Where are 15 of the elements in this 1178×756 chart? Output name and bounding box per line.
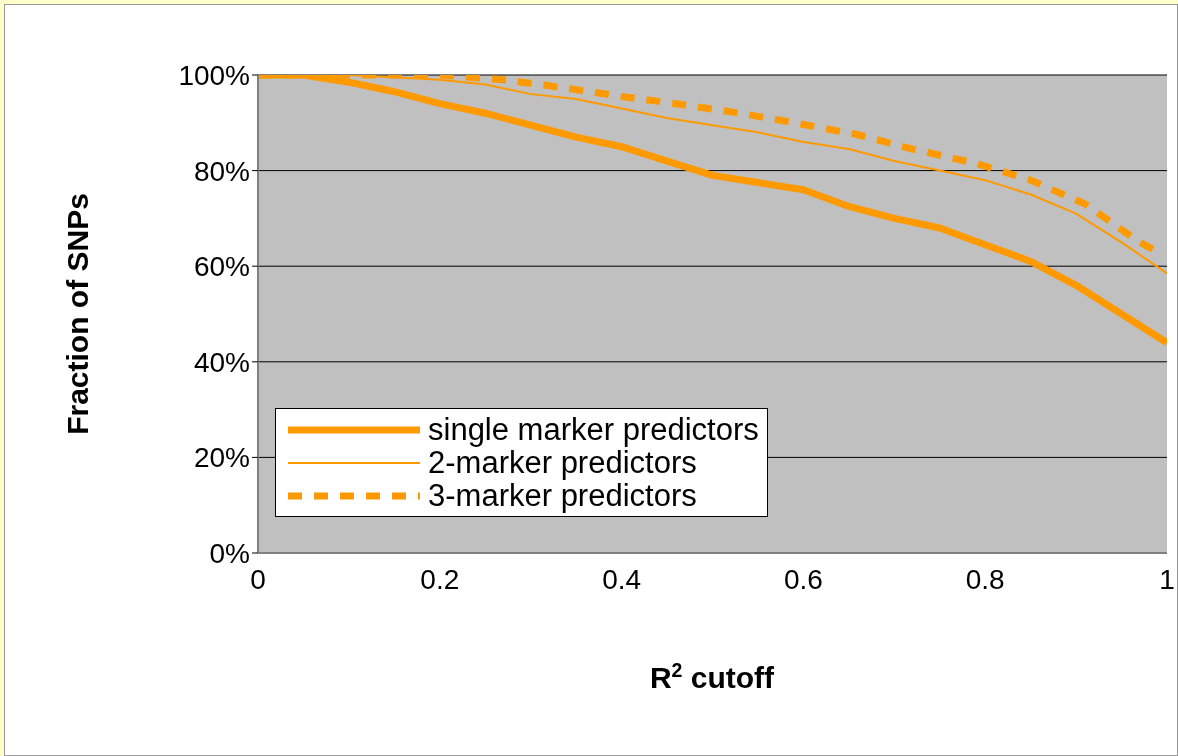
y-axis-title: Fraction of SNPs <box>61 193 94 435</box>
x-tick-label: 0.4 <box>602 563 642 595</box>
y-tick-label: 20% <box>193 442 250 474</box>
x-tick-label: 0.8 <box>965 563 1005 595</box>
legend-label: single marker predictors <box>428 411 759 448</box>
y-tick-label: 60% <box>193 251 250 283</box>
y-tick-label: 0% <box>209 537 250 569</box>
y-tick-label: 100% <box>178 59 250 91</box>
x-axis-title: R$^{2}$ cutoff <box>649 659 776 694</box>
y-tick-label: 80% <box>193 155 250 187</box>
x-tick-label: 1 <box>1159 563 1175 595</box>
y-tick-label: 40% <box>193 346 250 378</box>
x-tick-label: 0 <box>250 563 266 595</box>
x-tick-label: 0.2 <box>420 563 460 595</box>
x-tick-label: 0.6 <box>783 563 823 595</box>
